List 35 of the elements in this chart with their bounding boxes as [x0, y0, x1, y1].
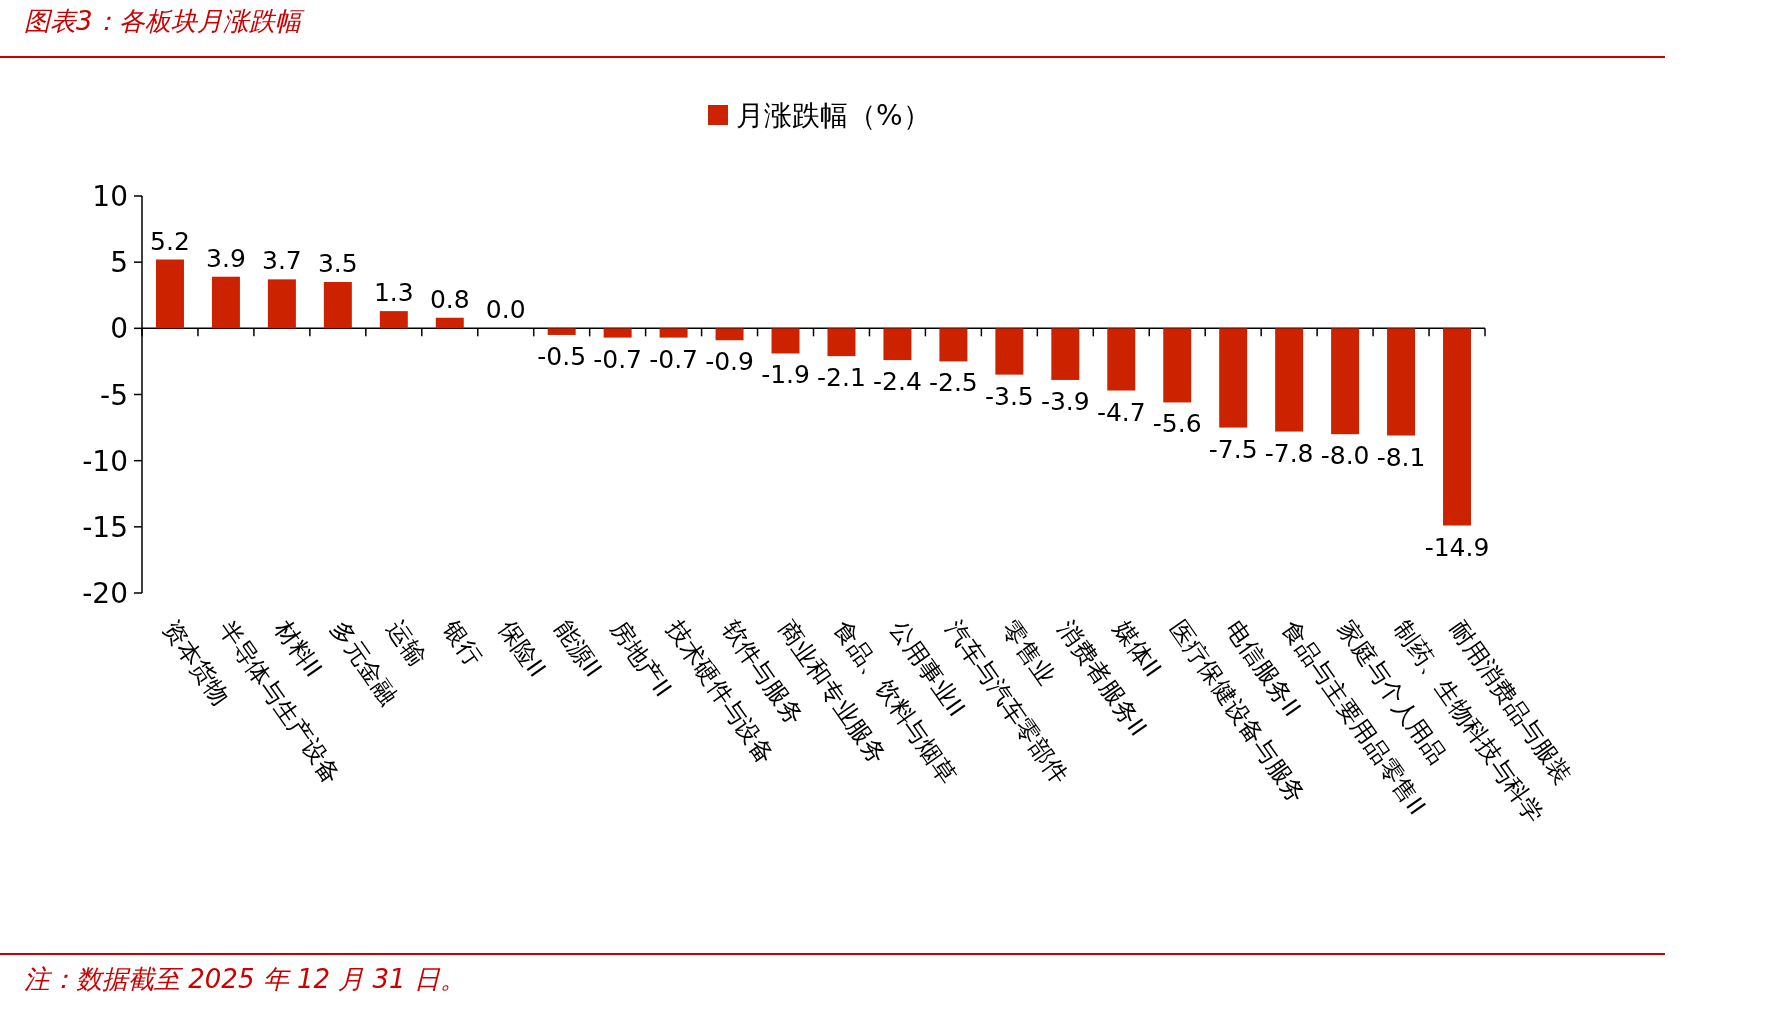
- data-label: -8.1: [1376, 442, 1426, 472]
- y-tick: 0: [110, 312, 128, 346]
- data-label: -2.5: [929, 368, 978, 398]
- data-label: -0.7: [649, 344, 698, 374]
- data-label: 0.8: [429, 284, 470, 314]
- data-label: -7.8: [1264, 438, 1314, 468]
- data-label: -0.5: [537, 341, 587, 371]
- data-label: -4.7: [1096, 397, 1146, 427]
- data-label: -14.9: [1424, 532, 1490, 562]
- data-label: 1.3: [373, 278, 414, 308]
- x-tick: 银行: [436, 615, 488, 671]
- data-label: -0.9: [705, 347, 754, 377]
- data-label: -2.4: [873, 367, 922, 397]
- data-label: -3.9: [1040, 386, 1090, 416]
- y-tick: -15: [82, 510, 128, 544]
- legend: 月涨跌幅（%）: [736, 99, 931, 132]
- y-tick: 5: [110, 246, 128, 280]
- data-label: 3.5: [317, 249, 358, 278]
- data-label: -8.0: [1320, 441, 1370, 471]
- data-label: -0.7: [593, 344, 643, 374]
- y-tick: -10: [82, 444, 128, 478]
- y-tick: 10: [92, 180, 128, 213]
- data-label: 5.2: [150, 226, 190, 256]
- data-label: -1.9: [761, 360, 810, 390]
- annotation: 注：数据截至 2025 年 12 月 31 日。: [24, 964, 466, 994]
- x-tick: 运输: [380, 615, 432, 671]
- data-label: -7.5: [1208, 434, 1258, 464]
- data-label: -2.1: [817, 363, 866, 393]
- y-tick: -20: [82, 577, 128, 610]
- data-label: 3.7: [262, 246, 302, 276]
- data-label: -5.6: [1152, 409, 1202, 439]
- y-tick: -5: [100, 378, 128, 412]
- data-label: -3.5: [984, 381, 1034, 411]
- data-label: 3.9: [206, 243, 246, 273]
- data-label: 0.0: [485, 295, 526, 325]
